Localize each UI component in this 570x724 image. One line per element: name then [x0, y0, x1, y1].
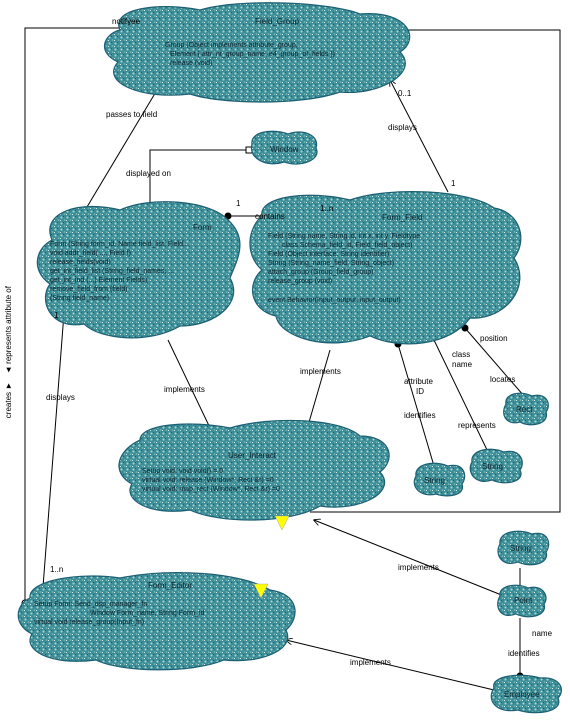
displays-group-label: displays [388, 123, 417, 132]
implements-form-line [167, 339, 212, 432]
string-name-class[interactable]: String [469, 448, 523, 484]
contains-label: contains [255, 212, 285, 221]
right-border-line [310, 29, 561, 513]
employee-title: Employee [504, 690, 540, 699]
note-marker-icon [274, 515, 290, 531]
name-label: name [532, 629, 553, 638]
rect-class[interactable]: Rect [503, 392, 549, 426]
employee-class[interactable]: Employee [490, 674, 562, 714]
form-editor-attr-2: Window Form_name, String Form_id [90, 610, 204, 617]
form-field-attr-8: event Behavior(Input_output, input_outpu… [268, 297, 401, 304]
position-label: position [480, 334, 508, 343]
user-interaction-attr-1: Setup void: void void() = 0 [142, 468, 223, 475]
rect-title: Rect [516, 405, 533, 414]
user-interaction-attr-2: virtual void: release (Window*, Rect &r)… [142, 477, 274, 484]
multiplicity-1-contains: 1 [236, 199, 241, 208]
window-title: Window [270, 145, 299, 154]
multiplicity-1-form: 1 [54, 311, 59, 320]
note-marker-icon [253, 583, 269, 599]
attribute-id-label: attribute ID [404, 377, 433, 396]
notifyee-line [24, 27, 160, 600]
user-interaction-title: User_Interact [228, 451, 277, 460]
class-name-label: class name [452, 350, 473, 369]
form-attr-4: get_int_field_list (String_field_names, … [50, 268, 174, 275]
form-editor-title: Form_Editor [148, 581, 192, 590]
displayed-on-label: displayed on [126, 169, 171, 178]
position-line [464, 327, 525, 397]
form-field-attr-4: String (String_name_field, String_object… [268, 260, 394, 267]
form-class[interactable]: Form Form (String form_id, Name field_li… [36, 201, 241, 339]
string-id-class[interactable]: String [413, 462, 466, 497]
locates-label: locates [490, 375, 515, 384]
form-attr-7: (String field_name) [50, 295, 109, 302]
form-field-class[interactable]: Form_Field Field (String name, String id… [249, 191, 522, 345]
field-group-title: Field_Group [255, 17, 300, 26]
identifies-id-label: identifies [404, 411, 436, 420]
displays-group-line [390, 80, 449, 193]
multiplicity-1-n: 1..n [320, 204, 333, 213]
form-attr-1: Form (String form_id, Name field_list, F… [50, 241, 189, 248]
notifyee-label: notifyee [112, 17, 141, 26]
user-interaction-attr-3: virtual void: map_rect (Window*, Rect &r… [142, 486, 280, 493]
field-group-attr-1: Group (Object implements attribute_group… [165, 42, 298, 49]
multiplicity-0-1: 0..1 [398, 89, 412, 98]
string-right-title: String [510, 544, 531, 553]
form-attr-5: get_int_ind (...) Element Fields) [50, 277, 147, 284]
form-editor-attr-1: Setup Form: Send_dsp_manager_fn [34, 601, 147, 608]
attribute-id-line [397, 343, 435, 467]
form-editor-class[interactable]: Form_Editor Setup Form: Send_dsp_manager… [17, 572, 296, 671]
displays-editor-label: displays [46, 393, 75, 402]
implements-point-label: implements [398, 563, 439, 572]
string-right-class[interactable]: String [497, 530, 550, 566]
creates-label: creates ► [4, 382, 13, 418]
form-field-attr-6: release_group (void) [268, 278, 332, 285]
form-field-attr-1: Field (String name, String id, int x, in… [268, 233, 420, 240]
displayed-on-line [149, 149, 248, 205]
implements-emp-line [286, 640, 495, 691]
form-field-attr-3: Field (Object interface: String identifi… [268, 251, 389, 258]
connector-labels: notifyee passes to field displays displa… [4, 17, 553, 667]
identifies-emp-label: identifies [508, 649, 540, 658]
implements-point-line [314, 520, 505, 597]
represents-attribute-of-label: ◄ represents attribute of [4, 285, 13, 374]
implements-field-label: implements [300, 367, 341, 376]
form-field-attr-2: class Schema_field_id, Field_field_objec… [282, 242, 412, 249]
user-interaction-class[interactable]: User_Interact Setup void: void void() = … [118, 419, 390, 531]
field-group-attr-3: release (void) [170, 60, 212, 67]
form-title: Form [193, 223, 212, 232]
form-field-attr-5: attach_group (Group_field_group) [268, 269, 373, 276]
point-title: Point [514, 596, 533, 605]
string-name-title: String [482, 462, 503, 471]
multiplicity-1-n-editor: 1..n [50, 565, 63, 574]
implements-emp-label: implements [350, 658, 391, 667]
form-attr-3: release_fields(void) [50, 259, 111, 266]
displays-editor-line [41, 299, 66, 601]
class-name-line [432, 337, 490, 455]
window-class[interactable]: Window [250, 130, 318, 165]
form-field-title: Form_Field [382, 213, 422, 222]
form-attr-6: remove_field_from (field) [50, 286, 127, 293]
passes-to-field-label: passes to field [106, 110, 157, 119]
point-class[interactable]: Point [497, 584, 547, 618]
string-id-title: String [424, 476, 445, 485]
multiplicity-1-group: 1 [451, 179, 456, 188]
implements-form-label: implements [164, 385, 205, 394]
field-group-attr-2: Element { attr_nt_group_name, e4_group_o… [170, 51, 335, 58]
represents-label: represents [458, 421, 496, 430]
form-editor-attr-3: virtual void release_group(Input_fn) [34, 619, 144, 626]
field-group-class[interactable]: Field_Group Group (Object implements att… [104, 2, 411, 103]
form-attr-2: void addr_field( ..., Field f) [50, 250, 131, 257]
